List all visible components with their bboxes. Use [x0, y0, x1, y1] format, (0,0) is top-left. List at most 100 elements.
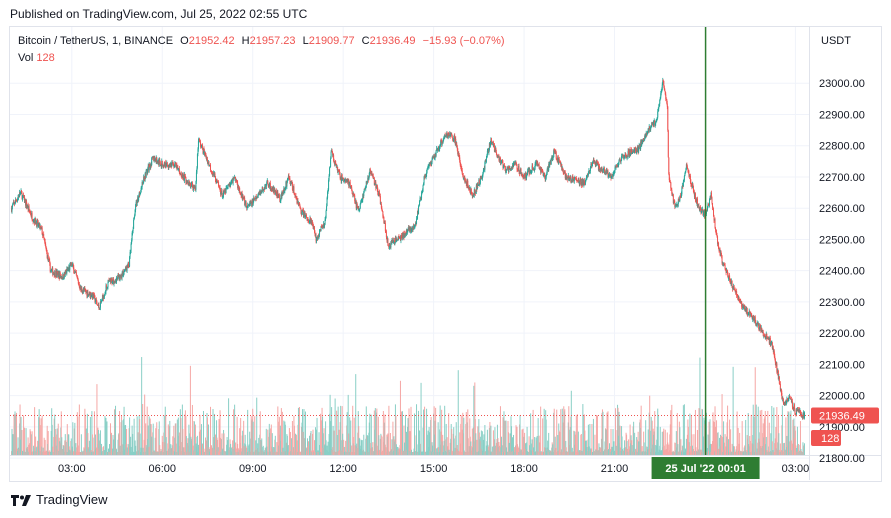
candle — [497, 155, 499, 157]
volume-bar — [796, 451, 798, 455]
volume-bar — [683, 451, 685, 455]
candle — [472, 195, 474, 197]
volume-bar — [759, 432, 761, 455]
volume-bar — [600, 451, 602, 455]
volume-bar — [527, 451, 529, 455]
volume-bar — [80, 451, 82, 455]
candle — [350, 186, 352, 188]
candle — [724, 264, 726, 269]
volume-bar — [353, 417, 355, 455]
volume-bar — [197, 444, 199, 455]
volume-bar — [687, 426, 689, 455]
volume-bar — [356, 447, 358, 455]
volume-bar — [222, 448, 224, 455]
volume-bar — [753, 444, 755, 455]
volume-bar — [664, 429, 666, 455]
volume-bar — [188, 424, 190, 455]
candle — [707, 203, 709, 206]
chart-frame[interactable] — [9, 26, 882, 482]
candle — [296, 200, 298, 204]
volume-bar — [638, 441, 640, 455]
volume-bar — [738, 450, 740, 455]
candle — [592, 159, 594, 163]
candle — [788, 397, 790, 400]
volume-bar — [767, 410, 769, 455]
volume-label[interactable]: Vol — [18, 52, 34, 64]
volume-bar — [91, 411, 93, 455]
volume-bar — [699, 451, 701, 455]
volume-bar — [503, 451, 505, 455]
candle — [714, 218, 716, 228]
volume-bar — [375, 443, 377, 455]
volume-bar — [451, 450, 453, 455]
candle — [57, 271, 59, 274]
candle — [715, 230, 717, 233]
candle — [752, 317, 754, 320]
volume-bar — [771, 441, 773, 455]
candle — [240, 194, 242, 197]
candle — [78, 283, 80, 285]
volume-bar — [624, 440, 626, 455]
volume-bar — [49, 451, 51, 455]
volume-bar — [272, 448, 274, 455]
candle — [367, 177, 369, 181]
volume-bar — [392, 421, 394, 455]
candle — [538, 164, 540, 169]
candle — [329, 166, 331, 168]
candle — [417, 211, 419, 214]
candle — [346, 181, 348, 182]
volume-bar — [453, 427, 455, 455]
volume-bar — [127, 451, 129, 455]
volume-bar — [392, 450, 394, 455]
volume-bar — [567, 422, 569, 455]
candle — [489, 142, 491, 147]
volume-bar — [555, 451, 557, 455]
volume-bar — [620, 450, 622, 455]
volume-bar — [463, 450, 465, 455]
volume-bar — [67, 451, 69, 455]
candle — [654, 120, 656, 126]
candle — [250, 202, 252, 204]
candle — [383, 221, 385, 223]
symbol-title[interactable]: Bitcoin / TetherUS, 1, BINANCE — [18, 35, 174, 47]
candle — [162, 164, 164, 167]
volume-bar — [627, 448, 629, 455]
brand-footer[interactable]: TradingView — [10, 492, 108, 507]
candle — [140, 192, 142, 194]
last-volume-tag[interactable] — [811, 430, 841, 446]
volume-bar — [723, 449, 725, 455]
volume-bar — [402, 451, 404, 455]
volume-bar — [286, 434, 288, 455]
volume-bar — [97, 427, 99, 455]
volume-bar — [686, 451, 688, 455]
candle — [288, 178, 290, 180]
candle — [740, 301, 742, 303]
candle — [532, 165, 534, 169]
volume-bar — [381, 450, 383, 455]
last-price-tag[interactable] — [811, 407, 879, 424]
candle — [146, 169, 148, 171]
volume-bar — [568, 406, 570, 455]
volume-bar — [254, 449, 256, 455]
candle — [22, 195, 24, 200]
candle — [723, 264, 725, 265]
candle — [54, 270, 56, 276]
volume-bar — [540, 451, 542, 455]
volume-bar — [563, 406, 565, 455]
candle — [495, 148, 497, 153]
candle — [75, 272, 77, 276]
volume-bar — [258, 437, 260, 455]
volume-bar — [218, 418, 220, 455]
volume-bar — [348, 451, 350, 455]
candle — [199, 141, 201, 147]
candle — [356, 204, 358, 208]
volume-bar — [791, 450, 793, 455]
change-value: −15.93 (−0.07%) — [422, 35, 505, 47]
candle — [48, 259, 50, 260]
volume-bar — [457, 370, 459, 455]
volume-bar — [182, 428, 184, 455]
volume-bar — [147, 438, 149, 455]
volume-bar — [192, 445, 194, 455]
candle — [94, 301, 96, 303]
